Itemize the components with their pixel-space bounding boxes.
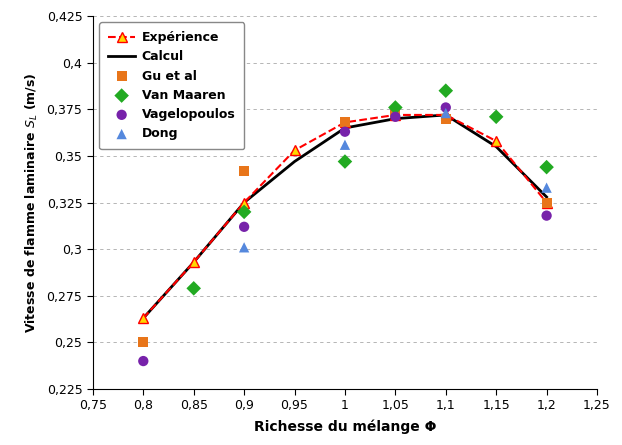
Gu et al (138, 339, 148, 346)
Vagelopoulos (138, 357, 148, 364)
Van Maaren (441, 87, 451, 94)
Expérience (291, 148, 299, 153)
Calcul (493, 144, 500, 150)
Vagelopoulos (340, 128, 350, 135)
Van Maaren (542, 164, 552, 171)
Van Maaren (391, 104, 401, 111)
Vagelopoulos (542, 212, 552, 219)
X-axis label: Richesse du mélange Φ: Richesse du mélange Φ (254, 419, 436, 434)
Calcul (442, 112, 450, 117)
Expérience (240, 200, 248, 205)
Gu et al (239, 167, 249, 174)
Calcul (240, 200, 248, 205)
Van Maaren (491, 113, 501, 120)
Expérience (543, 200, 550, 205)
Expérience (442, 112, 450, 117)
Expérience (493, 138, 500, 144)
Vagelopoulos (391, 113, 401, 120)
Calcul (291, 159, 299, 164)
Van Maaren (340, 158, 350, 165)
Van Maaren (239, 208, 249, 215)
Gu et al (340, 119, 350, 126)
Line: Expérience: Expérience (139, 110, 552, 323)
Legend: Expérience, Calcul, Gu et al, Van Maaren, Vagelopoulos, Dong: Expérience, Calcul, Gu et al, Van Maaren… (99, 22, 244, 149)
Dong (239, 244, 249, 251)
Y-axis label: Vitesse de flamme laminaire $S_L$ (m/s): Vitesse de flamme laminaire $S_L$ (m/s) (24, 72, 40, 333)
Calcul (190, 259, 197, 265)
Calcul (139, 316, 147, 321)
Vagelopoulos (441, 104, 451, 111)
Calcul (392, 116, 399, 121)
Line: Calcul: Calcul (143, 115, 547, 318)
Gu et al (441, 115, 451, 122)
Gu et al (391, 109, 401, 117)
Dong (340, 141, 350, 148)
Expérience (139, 316, 147, 321)
Dong (441, 109, 451, 117)
Van Maaren (188, 285, 198, 292)
Vagelopoulos (239, 223, 249, 231)
Calcul (341, 125, 349, 131)
Expérience (392, 112, 399, 117)
Gu et al (542, 199, 552, 206)
Calcul (543, 194, 550, 200)
Expérience (190, 259, 197, 265)
Expérience (341, 120, 349, 125)
Dong (542, 184, 552, 191)
